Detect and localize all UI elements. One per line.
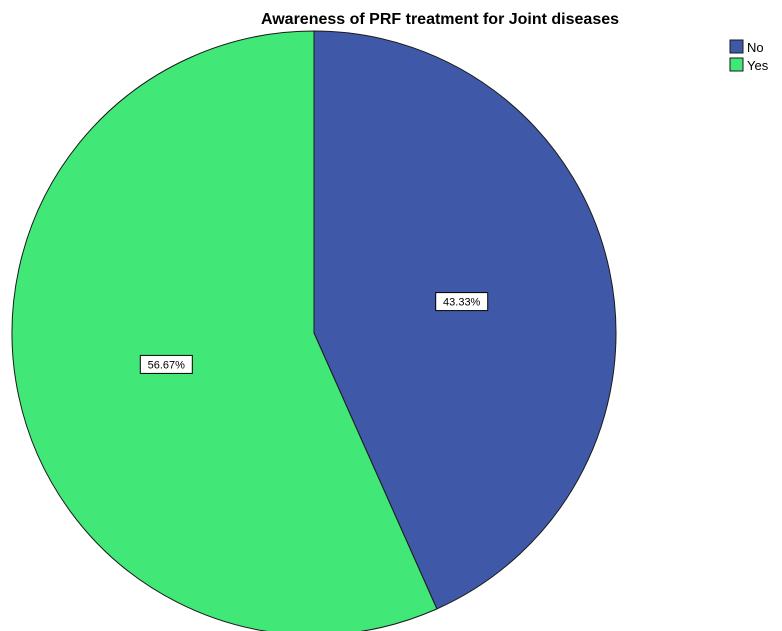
- data-label-text: 56.67%: [148, 359, 186, 371]
- legend-swatch: [729, 57, 744, 72]
- chart-title: Awareness of PRF treatment for Joint dis…: [261, 11, 619, 28]
- legend: No Yes: [729, 39, 769, 73]
- legend-swatch: [729, 39, 744, 54]
- pie-slice-yes: [11, 30, 438, 631]
- legend-label: Yes: [747, 58, 769, 73]
- data-label-no: 43.33%: [435, 292, 489, 312]
- data-label-box: [139, 354, 193, 374]
- pie-data-labels: 43.33% 56.67%: [139, 292, 489, 374]
- legend-item-yes: Yes: [729, 57, 769, 73]
- pie-slice-no: [313, 30, 617, 610]
- data-label-box: [435, 292, 489, 312]
- data-label-text: 43.33%: [443, 297, 481, 309]
- legend-item-no: No: [729, 39, 764, 55]
- data-label-yes: 56.67%: [139, 354, 193, 374]
- pie-slices: [11, 30, 617, 631]
- legend-label: No: [747, 40, 764, 55]
